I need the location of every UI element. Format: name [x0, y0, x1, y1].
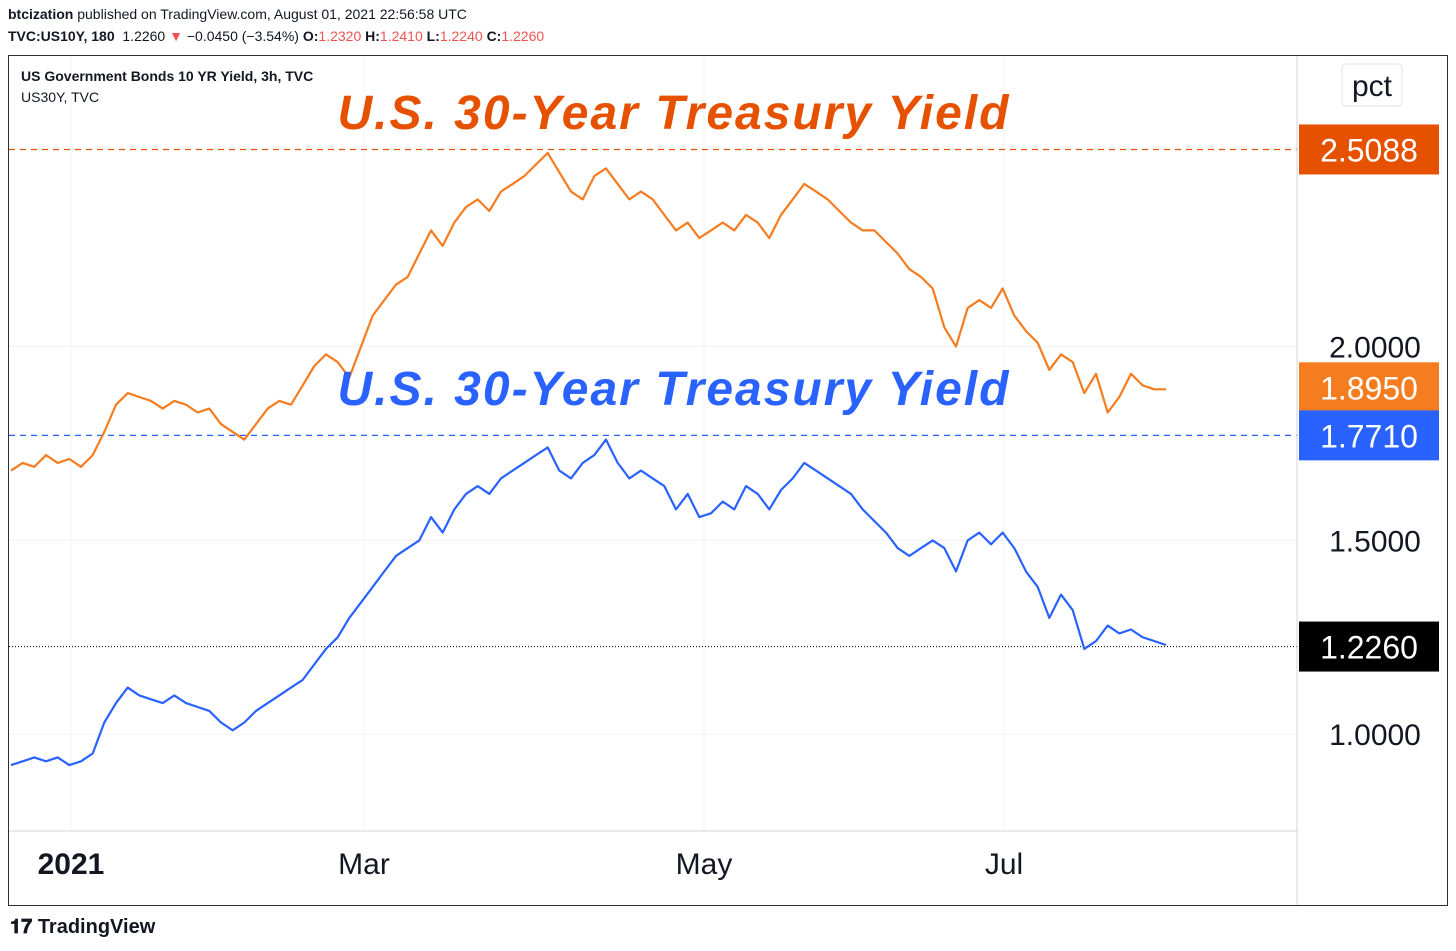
x-tick-label: May [676, 848, 733, 881]
low-label: L: [426, 28, 440, 44]
open-label: O: [302, 28, 319, 44]
ohlc-bar: TVC:US10Y, 180 1.2260 ▼ −0.0450 (−3.54%)… [8, 28, 544, 44]
last-price: 1.2260 [122, 28, 166, 44]
chart-canvas[interactable]: 2021 Mar May Jul 2.0000 1.5000 1.0000 pct U.S. … [9, 56, 1447, 905]
us10y-series-line [10, 438, 1167, 767]
pct-scale-button[interactable] [1341, 63, 1403, 107]
legend-main-series[interactable]: US Government Bonds 10 YR Yield, 3h, TVC [21, 68, 314, 84]
close-label: C: [486, 28, 502, 44]
price-label-box [1299, 621, 1439, 672]
y-tick-label: 1.5000 [1329, 525, 1421, 558]
x-tick-label: Mar [338, 848, 390, 881]
y-tick-label: 2.0000 [1329, 332, 1421, 365]
publish-info: btcization published on TradingView.com,… [8, 6, 467, 22]
pct-scale-label: pct [1352, 70, 1393, 103]
price-label-box [1299, 410, 1439, 461]
x-tick-label: 2021 [38, 848, 105, 881]
x-tick-label: Jul [985, 848, 1023, 881]
price-label-box [1299, 124, 1439, 175]
price-label-value: 2.5088 [1320, 132, 1418, 168]
chart-frame[interactable]: 2021 Mar May Jul 2.0000 1.5000 1.0000 pct U.S. … [8, 55, 1448, 906]
close-value: 1.2260 [501, 28, 545, 44]
low-value: 1.2240 [439, 28, 483, 44]
published-text: published on TradingView.com, August 01,… [77, 6, 467, 22]
price-change: −0.0450 (−3.54%) [186, 28, 299, 44]
author-name[interactable]: btcization [8, 6, 74, 22]
tradingview-logo-icon: 𝟏𝟕 [10, 916, 33, 938]
price-label-value: 1.8950 [1320, 370, 1418, 406]
chart-annotation-text: U.S. 30-Year Treasury Yield [337, 87, 1010, 140]
us30y-series-line [10, 151, 1166, 472]
tradingview-brand[interactable]: 𝟏𝟕 TradingView [10, 916, 155, 939]
down-arrow-icon: ▼ [169, 28, 183, 44]
symbol-label: TVC:US10Y, 180 [8, 28, 115, 44]
price-label-value: 1.2260 [1320, 630, 1418, 666]
chart-annotation-text: U.S. 30-Year Treasury Yield [337, 363, 1010, 416]
legend-second-series[interactable]: US30Y, TVC [21, 89, 100, 105]
high-label: H: [365, 28, 380, 44]
price-label-box [1299, 362, 1439, 413]
high-value: 1.2410 [379, 28, 423, 44]
y-tick-label: 1.0000 [1329, 719, 1421, 752]
tradingview-brand-label: TradingView [37, 916, 156, 938]
price-label-value: 1.7710 [1320, 418, 1418, 454]
open-value: 1.2320 [318, 28, 362, 44]
